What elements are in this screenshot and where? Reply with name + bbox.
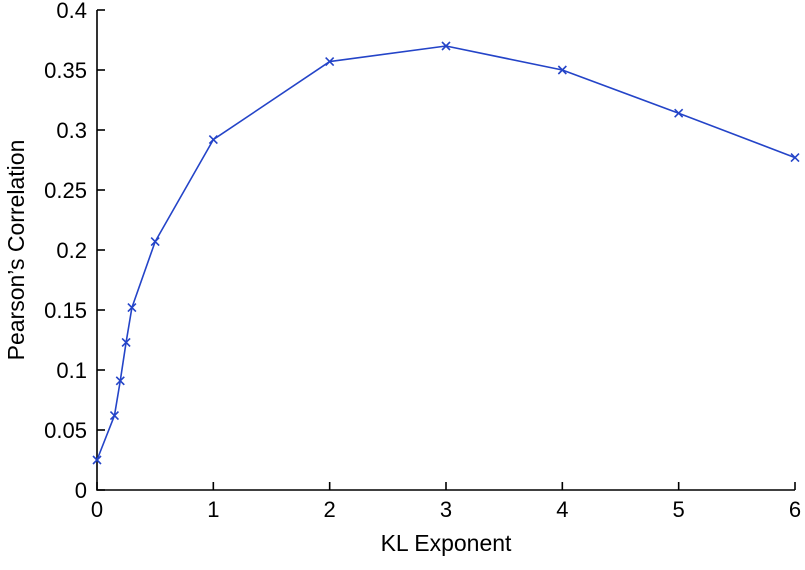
data-point-marker — [674, 108, 684, 118]
y-tick-label: 0.4 — [56, 0, 87, 23]
x-tick-label: 4 — [556, 497, 568, 522]
data-point-marker — [150, 237, 160, 247]
data-point-marker — [790, 153, 800, 163]
y-tick-label: 0.2 — [56, 238, 87, 263]
data-point-marker — [109, 411, 120, 421]
x-tick-label: 3 — [440, 497, 452, 522]
data-point-marker — [557, 65, 567, 75]
data-point-marker — [208, 135, 218, 145]
data-point-marker — [325, 57, 335, 67]
x-tick-label: 6 — [789, 497, 801, 522]
data-point-marker — [115, 376, 125, 386]
data-point-marker — [121, 337, 131, 347]
data-point-marker — [92, 455, 102, 465]
x-axis-label: KL Exponent — [381, 530, 512, 556]
y-tick-label: 0.25 — [44, 178, 87, 203]
data-point-marker — [441, 41, 451, 51]
y-axis-label: Pearson’s Correlation — [3, 140, 29, 361]
x-tick-label: 5 — [673, 497, 685, 522]
data-point-marker — [127, 303, 137, 313]
x-tick-label: 0 — [91, 497, 103, 522]
y-tick-label: 0.1 — [56, 358, 87, 383]
tick-labels-layer: 0 1 2 3 4 5 6 0 0.05 0.1 0.15 0.2 0.25 0.3 0.35 0.4 — [44, 0, 801, 522]
axis-lines — [96, 10, 795, 491]
y-tick-label: 0.05 — [44, 418, 87, 443]
series-line — [96, 45, 796, 461]
y-tick-label: 0.3 — [56, 118, 87, 143]
y-tick-label: 0 — [75, 478, 87, 503]
y-tick-label: 0.15 — [44, 298, 87, 323]
axes-layer — [96, 9, 796, 491]
series-layer — [92, 41, 800, 465]
x-tick-label: 1 — [207, 497, 219, 522]
x-tick-label: 2 — [324, 497, 336, 522]
y-tick-label: 0.35 — [44, 58, 87, 83]
